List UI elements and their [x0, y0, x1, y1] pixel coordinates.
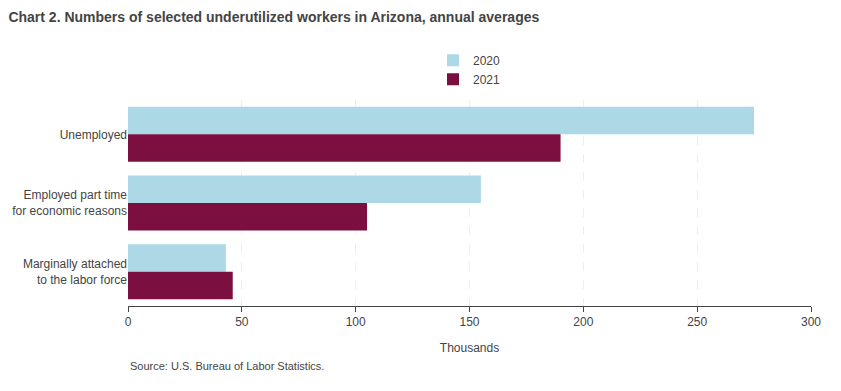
svg-text:Employed part timefor economic: Employed part timefor economic reasons — [12, 188, 127, 218]
svg-text:200: 200 — [573, 315, 593, 329]
svg-text:Marginally attachedto the labo: Marginally attachedto the labor force — [23, 257, 127, 287]
svg-text:2021: 2021 — [473, 73, 500, 87]
svg-text:50: 50 — [235, 315, 249, 329]
svg-text:2020: 2020 — [473, 54, 500, 68]
svg-text:0: 0 — [125, 315, 132, 329]
svg-text:Chart 2. Numbers of selected u: Chart 2. Numbers of selected underutiliz… — [8, 9, 539, 25]
svg-text:150: 150 — [459, 315, 479, 329]
svg-text:100: 100 — [346, 315, 366, 329]
svg-text:250: 250 — [687, 315, 707, 329]
svg-text:Source: U.S. Bureau of Labor S: Source: U.S. Bureau of Labor Statistics. — [130, 360, 324, 372]
svg-text:Thousands: Thousands — [440, 341, 499, 355]
svg-text:300: 300 — [801, 315, 821, 329]
svg-text:Unemployed: Unemployed — [60, 128, 127, 142]
